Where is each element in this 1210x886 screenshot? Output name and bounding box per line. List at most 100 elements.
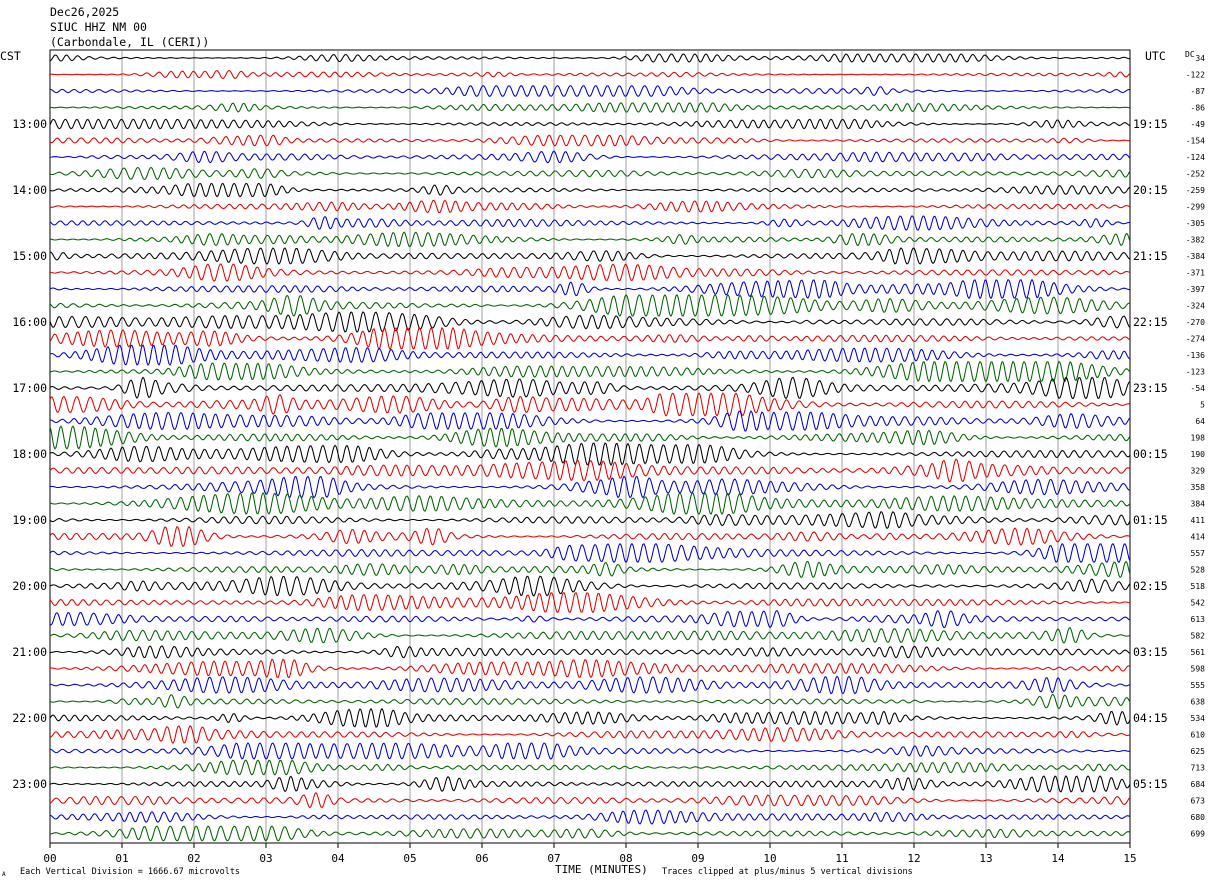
right-hour-label: 22:15 xyxy=(1133,315,1168,329)
seismic-trace xyxy=(49,442,1131,467)
x-tick-label: 06 xyxy=(475,852,488,865)
left-timezone-label: CST xyxy=(0,49,21,63)
seismic-trace xyxy=(49,410,1131,432)
seismic-trace xyxy=(49,809,1131,825)
dc-offset-label: 358 xyxy=(1191,483,1206,492)
dc-offset-label: -270 xyxy=(1186,318,1205,327)
seismic-trace xyxy=(50,645,1131,659)
plot-grid xyxy=(49,49,1131,848)
seismic-trace xyxy=(49,725,1131,744)
x-tick-label: 10 xyxy=(763,852,776,865)
dc-offset-label: 673 xyxy=(1191,797,1206,806)
seismic-trace xyxy=(49,775,1131,793)
dc-offset-label: -259 xyxy=(1186,186,1205,195)
seismic-trace xyxy=(49,166,1131,180)
seismic-trace xyxy=(49,182,1131,198)
dc-offset-label: 713 xyxy=(1191,764,1206,773)
dc-offset-label: 613 xyxy=(1191,615,1206,624)
dc-offset-label: 198 xyxy=(1191,434,1206,443)
x-tick-label: 09 xyxy=(691,852,704,865)
seismic-trace xyxy=(49,825,1131,842)
seismic-trace xyxy=(49,102,1130,113)
seismic-trace xyxy=(49,294,1130,317)
seismic-trace xyxy=(49,85,1131,97)
x-tick-label: 14 xyxy=(1051,852,1065,865)
seismic-trace xyxy=(49,475,1131,499)
dc-offset-label: -384 xyxy=(1186,252,1205,261)
left-hour-label: 19:00 xyxy=(12,513,47,527)
scale-note: Each Vertical Division = 1666.67 microvo… xyxy=(20,867,241,877)
dc-offset-label: -122 xyxy=(1186,71,1205,80)
dc-offset-label: 34 xyxy=(1195,54,1205,63)
corner-mark: A xyxy=(2,871,6,878)
x-tick-label: 07 xyxy=(547,852,560,865)
seismic-trace xyxy=(49,491,1131,516)
seismic-trace xyxy=(49,344,1130,366)
x-tick-label: 01 xyxy=(115,852,128,865)
seismic-trace xyxy=(49,150,1131,164)
seismic-trace xyxy=(49,458,1131,483)
dc-offset-label: 542 xyxy=(1191,599,1206,608)
x-tick-label: 12 xyxy=(907,852,920,865)
x-tick-label: 08 xyxy=(619,852,632,865)
dc-offset-label: 528 xyxy=(1191,566,1206,575)
seismic-trace xyxy=(50,560,1131,579)
right-hour-label: 05:15 xyxy=(1133,777,1168,791)
seismic-trace xyxy=(49,69,1131,80)
header-location: (Carbondale, IL (CERI)) xyxy=(50,35,210,49)
dc-offset-label: 534 xyxy=(1191,714,1206,723)
dc-offset-label: 699 xyxy=(1191,830,1206,839)
dc-offset-label: 384 xyxy=(1191,500,1206,509)
right-hour-label: 03:15 xyxy=(1133,645,1168,659)
left-hour-label: 18:00 xyxy=(12,447,47,461)
dc-offset-label: 680 xyxy=(1191,813,1206,822)
seismic-trace xyxy=(49,247,1131,265)
left-hour-label: 13:00 xyxy=(12,117,47,131)
header-station: SIUC HHZ NM 00 xyxy=(50,20,147,34)
x-axis-title: TIME (MINUTES) xyxy=(555,863,648,876)
seismic-trace xyxy=(49,360,1131,383)
dc-offset-label: -274 xyxy=(1186,335,1205,344)
seismic-trace xyxy=(49,134,1131,147)
seismic-trace xyxy=(49,263,1131,282)
dc-header-label: DC xyxy=(1185,50,1195,59)
right-hour-label: 20:15 xyxy=(1133,183,1168,197)
axis-label-group: 13:00 14:00 15:00 16:00 17:00 18:00 19:00 20:00… xyxy=(12,50,1205,865)
dc-offset-label: 638 xyxy=(1191,698,1206,707)
clip-note: Traces clipped at plus/minus 5 vertical … xyxy=(662,867,913,877)
x-tick-label: 11 xyxy=(835,852,848,865)
header-date: Dec26,2025 xyxy=(50,5,120,19)
dc-offset-label: 414 xyxy=(1191,533,1206,542)
right-timezone-label: UTC xyxy=(1145,49,1166,63)
right-hour-label: 19:15 xyxy=(1133,117,1168,131)
left-hour-label: 14:00 xyxy=(12,183,47,197)
dc-offset-label: 625 xyxy=(1191,747,1206,756)
left-hour-label: 17:00 xyxy=(12,381,47,395)
right-hour-label: 00:15 xyxy=(1133,447,1168,461)
seismic-trace xyxy=(49,215,1130,231)
dc-offset-label: -87 xyxy=(1191,87,1206,96)
dc-offset-label: 555 xyxy=(1191,681,1206,690)
dc-offset-label: 684 xyxy=(1191,780,1206,789)
seismic-trace xyxy=(49,792,1131,809)
dc-offset-label: -397 xyxy=(1186,285,1205,294)
right-hour-label: 21:15 xyxy=(1133,249,1168,263)
dc-offset-label: -154 xyxy=(1186,137,1205,146)
dc-offset-label: -382 xyxy=(1186,236,1205,245)
seismic-trace xyxy=(49,542,1131,564)
dc-offset-label: 411 xyxy=(1191,516,1206,525)
seismic-trace xyxy=(49,610,1131,629)
seismic-trace xyxy=(49,525,1131,548)
dc-offset-label: -123 xyxy=(1186,368,1205,377)
dc-offset-label: -299 xyxy=(1186,203,1205,212)
x-tick-label: 04 xyxy=(331,852,345,865)
x-tick-label: 02 xyxy=(187,852,200,865)
seismic-trace xyxy=(49,742,1131,760)
seismic-trace xyxy=(49,311,1131,333)
x-tick-label: 13 xyxy=(979,852,992,865)
seismic-trace xyxy=(49,199,1131,214)
left-hour-label: 23:00 xyxy=(12,777,47,791)
dc-offset-label: 329 xyxy=(1191,467,1206,476)
dc-offset-label: -371 xyxy=(1186,269,1205,278)
dc-offset-label: -86 xyxy=(1191,104,1206,113)
